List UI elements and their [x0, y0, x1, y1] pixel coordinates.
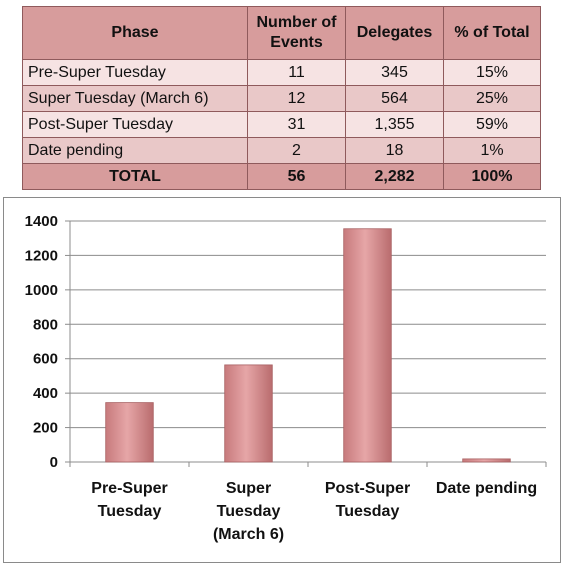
delegate-summary-table: Phase Number of Events Delegates % of To…: [22, 6, 541, 190]
cell-phase: Date pending: [22, 137, 248, 164]
y-tick-label: 0: [50, 454, 58, 471]
table-row: Date pending 2 18 1%: [22, 137, 541, 164]
y-tick-label: 200: [33, 420, 58, 437]
table-row: Super Tuesday (March 6) 12 564 25%: [22, 85, 541, 112]
cell-phase: Pre-Super Tuesday: [22, 59, 248, 86]
cell-events: 12: [247, 85, 346, 112]
total-label: TOTAL: [22, 163, 248, 190]
table-header-row: Phase Number of Events Delegates % of To…: [22, 6, 541, 60]
y-tick-label: 800: [33, 316, 58, 333]
table-row: Post-Super Tuesday 31 1,355 59%: [22, 111, 541, 138]
header-delegates: Delegates: [345, 6, 444, 60]
table-total-row: TOTAL 56 2,282 100%: [22, 163, 541, 190]
cell-phase: Post-Super Tuesday: [22, 111, 248, 138]
bar: [105, 402, 154, 463]
cell-events: 11: [247, 59, 346, 86]
y-tick-label: 600: [33, 351, 58, 368]
bar: [343, 228, 392, 463]
bar: [224, 364, 273, 463]
y-tick-label: 1200: [25, 247, 58, 264]
chart-canvas: 0 200 400 600 800 1000 1200 1400: [25, 213, 547, 471]
bar: [462, 458, 511, 463]
x-category-label: Pre-Super Tuesday: [91, 480, 168, 520]
cell-delegates: 345: [345, 59, 444, 86]
x-category-label: Super Tuesday (March 6): [212, 480, 285, 543]
header-pct: % of Total: [443, 6, 541, 60]
cell-events: 2: [247, 137, 346, 164]
y-tick-label: 1400: [25, 213, 58, 230]
cell-pct: 1%: [443, 137, 541, 164]
total-delegates: 2,282: [345, 163, 444, 190]
y-tick-label: 1000: [25, 282, 58, 299]
header-events: Number of Events: [247, 6, 346, 60]
cell-phase: Super Tuesday (March 6): [22, 85, 248, 112]
delegates-bar-chart: 0 200 400 600 800 1000 1200 1400 Pre-Super Tuesd…: [3, 197, 561, 563]
y-tick-label: 400: [33, 385, 58, 402]
cell-delegates: 18: [345, 137, 444, 164]
x-category-label: Date pending: [435, 480, 538, 497]
table-row: Pre-Super Tuesday 11 345 15%: [22, 59, 541, 86]
cell-pct: 25%: [443, 85, 541, 112]
cell-events: 31: [247, 111, 346, 138]
total-events: 56: [247, 163, 346, 190]
header-phase: Phase: [22, 6, 248, 60]
cell-delegates: 1,355: [345, 111, 444, 138]
total-pct: 100%: [443, 163, 541, 190]
x-category-label: Post-Super Tuesday: [324, 480, 411, 520]
cell-delegates: 564: [345, 85, 444, 112]
cell-pct: 15%: [443, 59, 541, 86]
cell-pct: 59%: [443, 111, 541, 138]
